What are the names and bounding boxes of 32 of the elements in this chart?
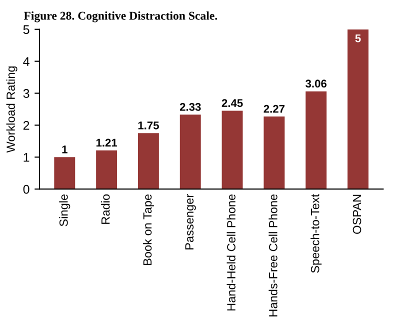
- y-tick-label: 4: [23, 57, 30, 66]
- data-label: 1: [62, 146, 68, 154]
- data-label: 3.06: [306, 80, 327, 88]
- bar: [180, 114, 201, 190]
- chart-title: Figure 28. Cognitive Distraction Scale.: [24, 11, 218, 22]
- x-tick-label: Speech-to-Text: [310, 194, 322, 273]
- bar: [222, 110, 243, 190]
- x-tick-label: Hands-Free Cell Phone: [268, 194, 278, 316]
- y-tick-label: 0: [23, 184, 30, 194]
- bar: [96, 150, 118, 190]
- data-label: 2.33: [180, 102, 201, 111]
- y-axis-title: Workload Rating: [6, 66, 18, 153]
- bar: [348, 29, 368, 190]
- x-tick-label: Single: [59, 194, 70, 226]
- data-label: 2.45: [222, 99, 243, 108]
- y-tick-label: 2: [23, 120, 30, 130]
- x-tick-label: Hand-Held Cell Phone: [226, 194, 236, 310]
- x-tick-label: Passenger: [185, 194, 196, 250]
- data-label: 2.27: [264, 104, 285, 113]
- y-tick-label: 3: [23, 89, 30, 98]
- data-label: 1.21: [96, 138, 118, 147]
- data-label: 5: [355, 34, 361, 42]
- bar: [138, 133, 159, 190]
- bar: [264, 116, 285, 190]
- x-tick-label: Book on Tape: [142, 194, 154, 265]
- bar: [54, 157, 76, 190]
- x-tick-label: OSPAN: [352, 194, 362, 234]
- bar: [306, 91, 327, 190]
- x-tick-label: Radio: [101, 194, 110, 224]
- y-tick-label: 1: [24, 153, 30, 162]
- y-tick-label: 5: [23, 25, 30, 34]
- data-label: 1.75: [138, 122, 159, 130]
